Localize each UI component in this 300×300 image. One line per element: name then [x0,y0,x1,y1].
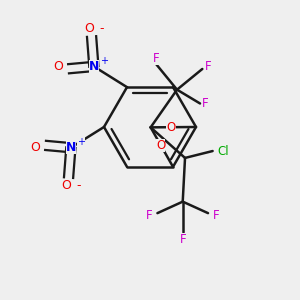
Text: O: O [156,139,165,152]
Text: O: O [61,179,71,192]
Text: N: N [66,141,76,154]
Text: O: O [53,60,63,73]
Text: F: F [213,209,220,222]
Text: Cl: Cl [217,145,229,158]
Text: F: F [146,209,152,222]
Text: F: F [205,60,211,73]
Text: O: O [167,121,176,134]
Text: -: - [99,22,104,35]
Text: F: F [179,233,186,246]
Text: N: N [89,60,99,73]
Text: -: - [76,179,81,192]
Text: O: O [84,22,94,35]
Text: O: O [31,141,40,154]
Text: F: F [202,97,209,110]
Text: +: + [100,56,108,66]
Text: +: + [77,137,85,147]
Text: F: F [153,52,160,65]
